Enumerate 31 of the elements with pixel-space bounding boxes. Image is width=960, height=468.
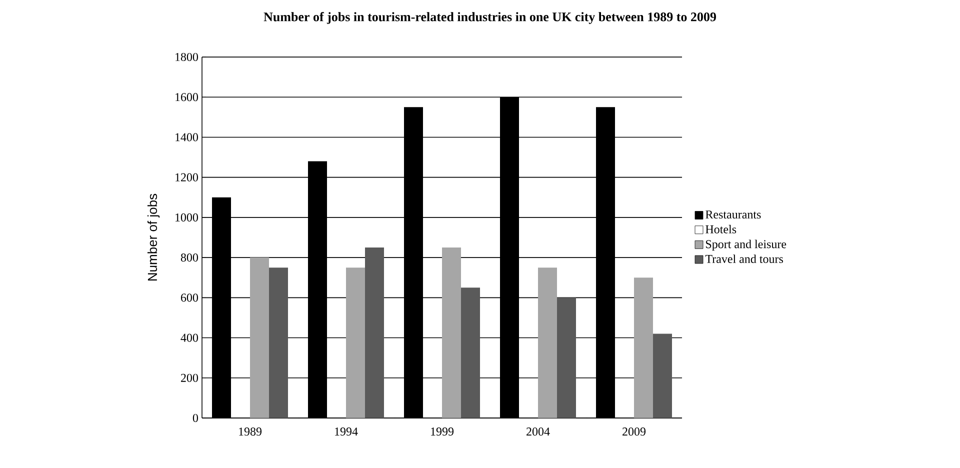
y-tick-label: 400 [180, 334, 198, 342]
x-tick-label: 2004 [526, 428, 550, 436]
legend-label: Hotels [706, 224, 736, 234]
bar [461, 288, 480, 418]
y-tick-label: 1600 [176, 93, 198, 102]
bar [346, 268, 366, 418]
bar [538, 268, 558, 418]
x-tick-label: 1994 [335, 428, 358, 436]
bar [365, 248, 384, 418]
y-tick-label: 1800 [176, 52, 198, 62]
y-axis-title: Number of jobs [147, 194, 160, 281]
chart-title: Number of jobs in tourism-related industries in one UK city between 1989 to 2009 [264, 12, 716, 24]
bar [653, 334, 672, 418]
bar [557, 298, 576, 418]
y-tick-label: 1400 [176, 133, 198, 142]
y-tick-label: 1200 [176, 173, 198, 182]
bar [634, 278, 654, 418]
x-tick-label: 1999 [431, 428, 454, 436]
y-tick-label: 1000 [176, 213, 198, 222]
y-tick-label: 600 [180, 294, 198, 302]
x-tick-label: 2009 [622, 428, 646, 436]
legend-label: Travel and tours [705, 254, 783, 264]
bar [269, 268, 288, 418]
x-tick-label: 1989 [239, 428, 262, 436]
y-tick-label: 800 [180, 254, 198, 262]
bar [442, 248, 462, 418]
y-tick-label: 200 [181, 374, 198, 382]
y-tick-label: 0 [192, 414, 198, 422]
bar [250, 258, 269, 418]
legend-label: Restaurants [706, 210, 761, 219]
legend-label: Sport and leisure [706, 240, 786, 251]
